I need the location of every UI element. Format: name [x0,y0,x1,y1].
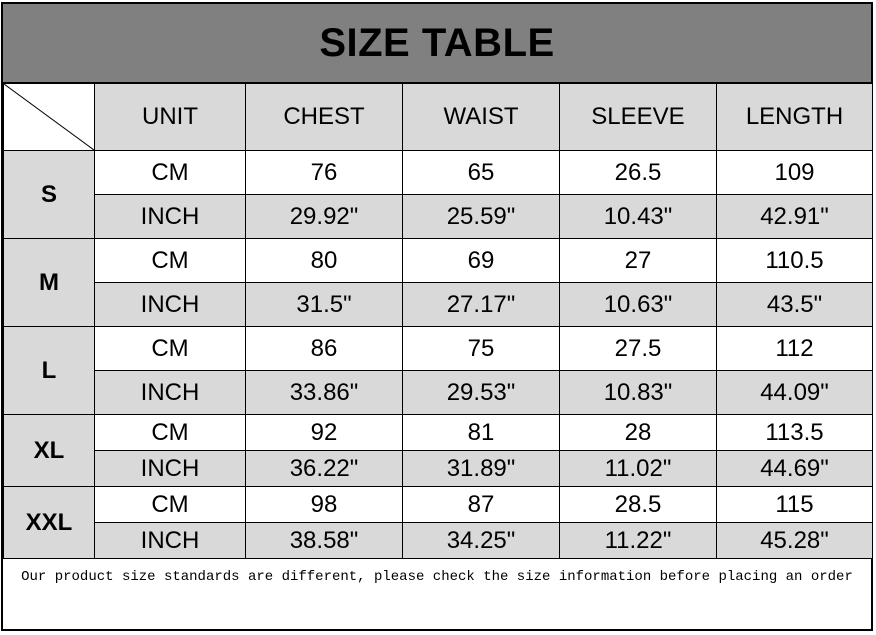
table-row: XL CM 92 81 28 113.5 [3,414,873,487]
corner-cell [3,83,95,151]
measurement-cell: 27 [559,238,717,283]
measurement-cell: 109 [716,150,873,195]
measurement-cell: 69 [402,238,560,283]
measurement-cell: 27.5 [559,326,717,371]
unit-cell: INCH [94,370,246,415]
measurement-cell: 28 [559,414,717,451]
measurement-cell: 28.5 [559,486,717,523]
measurement-cell: 80 [245,238,403,283]
measurement-cell: 25.59" [402,194,560,239]
measurement-cell: 11.22" [559,522,717,559]
measurement-cell: 75 [402,326,560,371]
measurement-cell: 43.5" [716,282,873,327]
measurement-cell: 10.83" [559,370,717,415]
header-chest: CHEST [245,83,403,151]
measurement-cell: 38.58" [245,522,403,559]
measurement-cell: 65 [402,150,560,195]
measurement-cell: 42.91" [716,194,873,239]
unit-cell: INCH [94,450,246,487]
table-row: INCH 33.86" 29.53" 10.83" 44.09" [4,370,873,415]
table-row: L CM 86 75 27.5 112 [3,326,873,415]
table-row: INCH 29.92" 25.59" 10.43" 42.91" [4,194,873,239]
unit-cell: INCH [94,282,246,327]
table-title: SIZE TABLE [3,4,871,83]
measurement-cell: 44.69" [716,450,873,487]
header-waist: WAIST [402,83,560,151]
unit-cell: INCH [94,194,246,239]
measurement-cell: 115 [716,486,873,523]
measurement-cell: 76 [245,150,403,195]
measurement-cell: 29.53" [402,370,560,415]
measurement-cell: 10.43" [559,194,717,239]
measurement-cell: 45.28" [716,522,873,559]
diagonal-line [4,84,94,150]
measurement-cell: 11.02" [559,450,717,487]
table-row: INCH 31.5" 27.17" 10.63" 43.5" [4,282,873,327]
measurement-cell: 44.09" [716,370,873,415]
unit-cell: CM [94,238,246,283]
table-row: XXL CM 98 87 28.5 115 [3,486,873,559]
measurement-cell: 110.5 [716,238,873,283]
unit-cell: CM [94,414,246,451]
size-table: UNIT CHEST WAIST SLEEVE LENGTH S CM 76 65 26… [3,83,873,559]
header-sleeve: SLEEVE [559,83,717,151]
measurement-cell: 81 [402,414,560,451]
measurement-cell: 87 [402,486,560,523]
size-label: XL [3,414,95,487]
measurement-cell: 113.5 [716,414,873,451]
measurement-cell: 31.5" [245,282,403,327]
unit-cell: CM [94,326,246,371]
size-label: XXL [3,486,95,559]
measurement-cell: 31.89" [402,450,560,487]
unit-cell: INCH [94,522,246,559]
measurement-cell: 34.25" [402,522,560,559]
header-length: LENGTH [716,83,873,151]
table-row: INCH 36.22" 31.89" 11.02" 44.69" [4,450,873,487]
measurement-cell: 92 [245,414,403,451]
measurement-cell: 27.17" [402,282,560,327]
table-row: INCH 38.58" 34.25" 11.22" 45.28" [4,522,873,559]
measurement-cell: 29.92" [245,194,403,239]
header-row: UNIT CHEST WAIST SLEEVE LENGTH [3,83,873,151]
measurement-cell: 86 [245,326,403,371]
measurement-cell: 36.22" [245,450,403,487]
unit-cell: CM [94,150,246,195]
measurement-cell: 33.86" [245,370,403,415]
table-row: S CM 76 65 26.5 109 [3,150,873,239]
unit-cell: CM [94,486,246,523]
footer-note: Our product size standards are different… [21,569,853,585]
header-unit: UNIT [94,83,246,151]
measurement-cell: 26.5 [559,150,717,195]
measurement-cell: 10.63" [559,282,717,327]
size-label: S [3,150,95,239]
size-label: L [3,326,95,415]
table-row: M CM 80 69 27 110.5 [3,238,873,327]
measurement-cell: 98 [245,486,403,523]
measurement-cell: 112 [716,326,873,371]
size-label: M [3,238,95,327]
